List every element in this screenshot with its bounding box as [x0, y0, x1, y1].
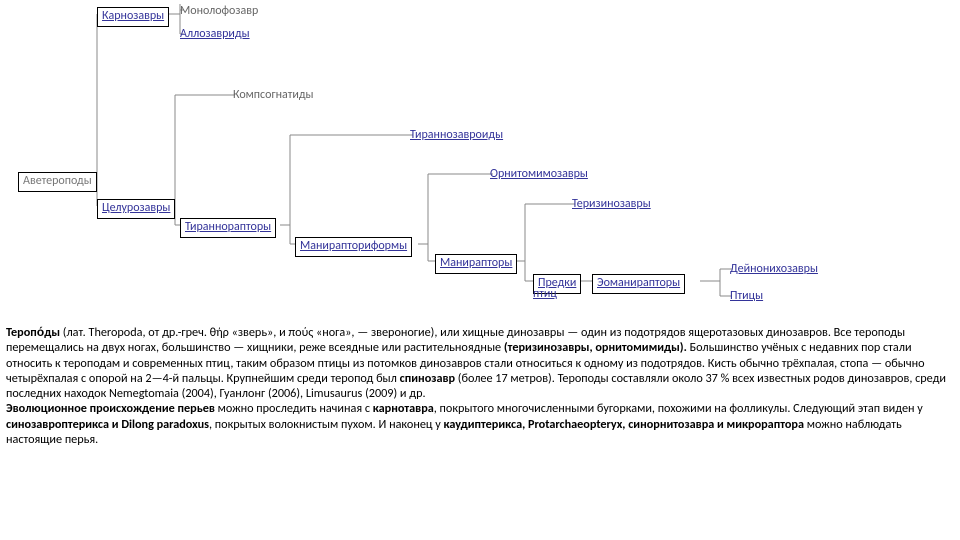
node-ornitomimoz: Орнитомимозавры [490, 167, 588, 182]
node-karnozavry[interactable]: Карнозавры [97, 7, 169, 27]
node-terizinoz: Теризинозавры [572, 197, 651, 212]
body-text: Теропо́ды (лат. Theropoda, от др.-греч. … [0, 323, 960, 451]
node-avetheropods: Аветероподы [18, 172, 97, 192]
node-pticy: Птицы [730, 289, 763, 304]
node-allozavridy: Аллозавриды [180, 27, 250, 42]
node-kompsognat: Компсогнатиды [233, 88, 314, 103]
node-deinonih: Дейнонихозавры [730, 262, 818, 277]
paragraph-1: Теропо́ды (лат. Theropoda, от др.-греч. … [6, 325, 954, 401]
node-manirapt[interactable]: Манирапторы [435, 254, 517, 274]
node-maniraptoroform[interactable]: Манирапториформы [295, 237, 412, 257]
node-eomanirapt[interactable]: Эоманирапторы [592, 274, 685, 294]
node-celurozavry[interactable]: Целурозавры [97, 199, 175, 219]
node-monolofozavr: Монолофозавр [180, 4, 258, 19]
node-predki2: птиц [533, 287, 557, 302]
cladogram: Аветероподы Карнозавры Монолофозавр Аллозав… [0, 0, 960, 323]
node-tirannozavroid: Тираннозавроиды [410, 128, 503, 143]
node-tirannoraptory[interactable]: Тираннорапторы [180, 218, 276, 238]
paragraph-2: Эволюционное происхождение перьев можно … [6, 401, 954, 447]
